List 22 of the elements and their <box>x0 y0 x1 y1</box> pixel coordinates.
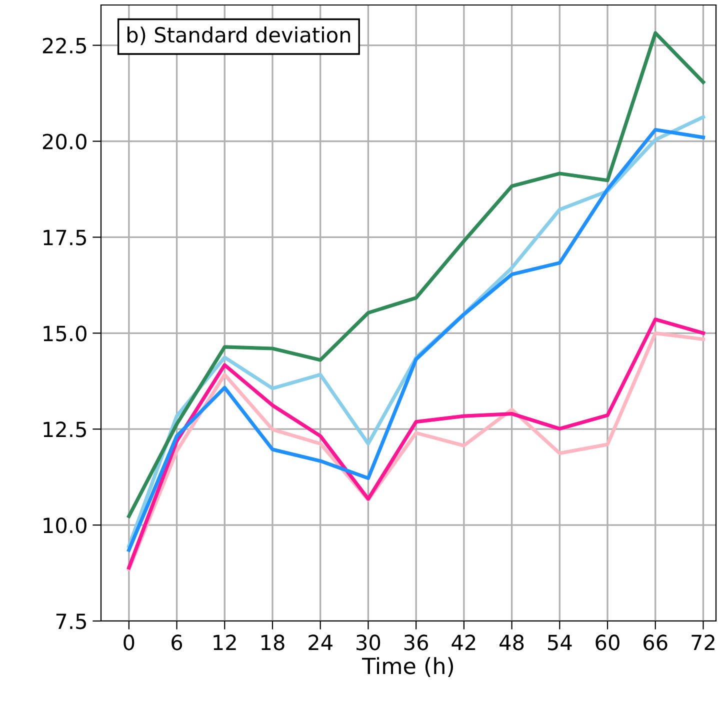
y-tick-label: 17.5 <box>44 230 86 246</box>
x-axis-title: Time (h) <box>362 657 454 677</box>
x-tick-label: 36 <box>404 634 428 650</box>
y-tick-label: 20.0 <box>42 134 86 150</box>
y-tick-label: 15.0 <box>44 326 86 342</box>
y-tick-label: 12.5 <box>44 422 86 438</box>
x-tick-label: 72 <box>692 634 714 650</box>
x-tick-label: 54 <box>548 634 572 650</box>
y-tick-label: 10.0 <box>44 518 86 534</box>
x-tick-label: 30 <box>356 634 380 650</box>
x-tick-label: 48 <box>500 634 524 650</box>
x-tick-label: 12 <box>214 634 236 650</box>
x-tick-label: 24 <box>308 634 332 650</box>
y-tick-label: 22.5 <box>42 38 86 54</box>
x-tick-label: 0 <box>124 634 134 650</box>
x-tick-label: 66 <box>644 634 668 650</box>
x-tick-label: 18 <box>262 634 284 650</box>
text: b) Standard deviation <box>127 26 350 46</box>
x-tick-label: 42 <box>452 634 476 650</box>
x-tick-label: 6 <box>172 634 182 650</box>
x-tick-label: 60 <box>596 634 620 650</box>
y-tick-label: 7.5 <box>56 614 86 630</box>
